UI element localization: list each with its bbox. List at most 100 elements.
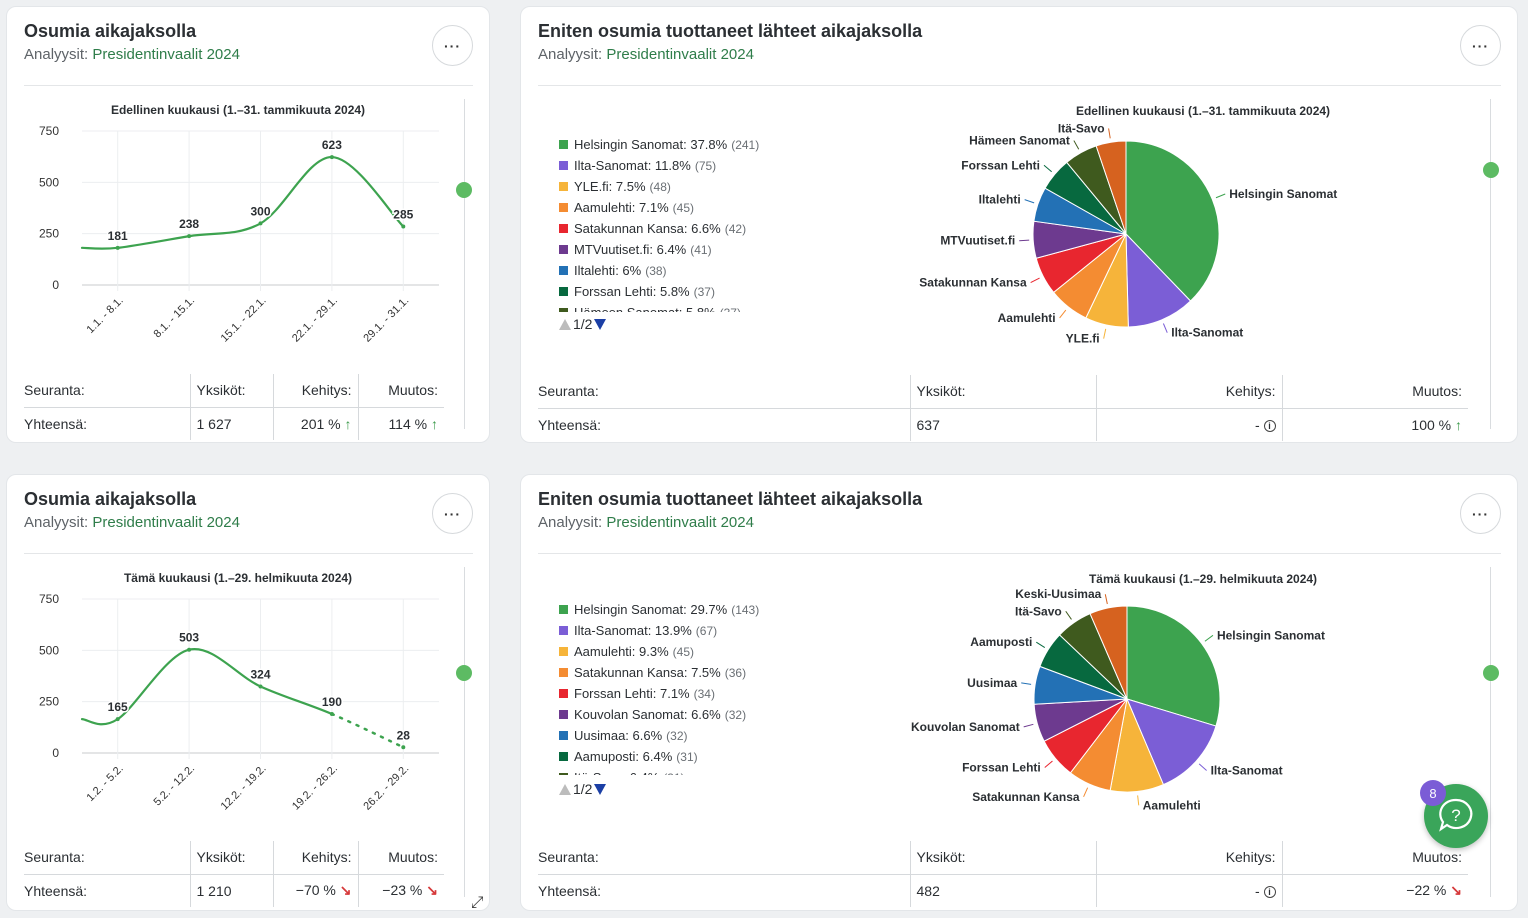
legend-count: (67) — [695, 623, 718, 638]
page-down-icon[interactable] — [594, 318, 607, 330]
legend-item[interactable]: Uusimaa: 6.6% (32) — [559, 725, 809, 746]
legend-item[interactable]: Helsingin Sanomat: 29.7% (143) — [559, 599, 809, 620]
series-line — [116, 648, 191, 721]
col-development: Kehitys: — [272, 374, 358, 408]
legend-label: Ilta-Sanomat: 13.9% — [574, 623, 692, 638]
x-tick-label: 26.2. - 29.2. — [361, 763, 411, 813]
legend-item[interactable]: Satakunnan Kansa: 6.6% (42) — [559, 218, 809, 239]
legend-count: (45) — [672, 200, 695, 215]
slice-label: Kouvolan Sanomat — [911, 720, 1020, 734]
legend-item[interactable]: Ilta-Sanomat: 11.8% (75) — [559, 155, 809, 176]
slice-label: MTVuutiset.fi — [940, 234, 1015, 248]
data-label: 190 — [322, 695, 342, 709]
card-subtitle: Analyysit: Presidentinvaalit 2024 — [538, 514, 754, 531]
legend-item[interactable]: YLE.fi: 7.5% (48) — [559, 176, 809, 197]
pager-label: 1/2 — [573, 316, 593, 332]
col-tracking: Seuranta: — [24, 374, 190, 408]
legend-item[interactable]: Satakunnan Kansa: 7.5% (36) — [559, 662, 809, 683]
legend-swatch — [559, 668, 568, 677]
legend-label: Kouvolan Sanomat: 6.6% — [574, 707, 721, 722]
label-connector — [1198, 763, 1207, 771]
slice-label: Aamulehti — [998, 311, 1056, 325]
card-hits-current: Osumia aikajaksolla Analyysit: President… — [6, 474, 490, 911]
legend-swatch — [559, 605, 568, 614]
legend-item[interactable]: MTVuutiset.fi: 6.4% (41) — [559, 239, 809, 260]
scroll-handle[interactable] — [456, 182, 472, 198]
analysis-link[interactable]: Presidentinvaalit 2024 — [606, 46, 754, 63]
legend-count: (241) — [731, 137, 760, 152]
legend-item[interactable]: Ilta-Sanomat: 13.9% (67) — [559, 620, 809, 641]
legend-item[interactable]: Kouvolan Sanomat: 6.6% (32) — [559, 704, 809, 725]
data-label: 503 — [179, 631, 199, 645]
slice-label: YLE.fi — [1066, 332, 1100, 346]
legend-count: (32) — [666, 728, 688, 743]
legend-item[interactable]: Hämeen Sanomat: 5.8% (37) — [559, 302, 809, 312]
total-development: - i — [1095, 408, 1282, 441]
page-up-icon[interactable] — [559, 318, 571, 330]
slice-label: Forssan Lehti — [962, 760, 1041, 774]
legend-count: (31) — [676, 749, 698, 764]
legend-item[interactable]: Aamulehti: 7.1% (45) — [559, 197, 809, 218]
page-down-icon[interactable] — [594, 783, 607, 795]
series-line — [80, 718, 119, 726]
col-development: Kehitys: — [272, 841, 358, 875]
data-point — [187, 647, 192, 652]
legend-swatch — [559, 308, 568, 312]
scroll-track — [464, 567, 465, 897]
series-line — [259, 155, 333, 225]
legend-item[interactable]: Aamuposti: 6.4% (31) — [559, 746, 809, 767]
pie-slice — [1125, 232, 1192, 328]
card-menu-button[interactable]: ··· — [432, 493, 473, 534]
legend-item[interactable]: Iltalehti: 6% (38) — [559, 260, 809, 281]
legend-item[interactable]: Helsingin Sanomat: 37.8% (241) — [559, 134, 809, 155]
data-label: 285 — [393, 207, 413, 221]
card-menu-button[interactable]: ··· — [432, 25, 473, 66]
data-point — [329, 711, 334, 716]
slice-label: Iltalehti — [979, 193, 1021, 207]
legend-item[interactable]: Itä-Savo: 6.4% (31) — [559, 767, 809, 775]
label-connector — [1043, 164, 1052, 173]
legend-count: (32) — [724, 707, 747, 722]
scroll-track — [1490, 99, 1491, 429]
page-up-icon[interactable] — [559, 783, 571, 795]
help-chat-button[interactable]: ? — [1424, 784, 1488, 848]
analysis-link[interactable]: Presidentinvaalit 2024 — [606, 514, 754, 531]
card-menu-button[interactable]: ··· — [1460, 25, 1501, 66]
label-connector — [1083, 787, 1089, 797]
series-line — [259, 685, 333, 716]
development-value: - — [1254, 416, 1260, 433]
x-tick-label: 19.2. - 26.2. — [290, 763, 340, 813]
total-change: −22 % ↘ — [1281, 874, 1468, 907]
legend-item[interactable]: Forssan Lehti: 7.1% (34) — [559, 683, 809, 704]
resize-handle-icon[interactable]: ⤡ — [468, 895, 486, 909]
legend-swatch — [559, 182, 568, 191]
col-tracking: Seuranta: — [24, 841, 190, 875]
legend-swatch — [559, 266, 568, 275]
data-point — [401, 745, 406, 750]
legend-item[interactable]: Forssan Lehti: 5.8% (37) — [559, 281, 809, 302]
y-tick-label: 250 — [39, 227, 59, 241]
slice-label: Helsingin Sanomat — [1217, 628, 1325, 642]
info-icon[interactable]: i — [1263, 420, 1276, 433]
series-line — [188, 648, 262, 688]
legend-pager: 1/2 — [559, 316, 607, 332]
scroll-handle[interactable] — [456, 665, 472, 681]
legend-label: Uusimaa: 6.6% — [574, 728, 663, 743]
legend-count: (48) — [649, 179, 671, 194]
slice-label: Keski-Uusimaa — [1015, 587, 1101, 601]
info-icon[interactable]: i — [1263, 886, 1276, 899]
analysis-link[interactable]: Presidentinvaalit 2024 — [92, 514, 240, 531]
legend-swatch — [559, 161, 568, 170]
scroll-handle[interactable] — [1483, 162, 1499, 178]
data-point — [258, 221, 263, 226]
card-menu-button[interactable]: ··· — [1460, 493, 1501, 534]
legend-pager: 1/2 — [559, 781, 607, 797]
chart-title: Edellinen kuukausi (1.–31. tammikuuta 20… — [1076, 104, 1330, 118]
scroll-handle[interactable] — [1483, 665, 1499, 681]
chart-title: Tämä kuukausi (1.–29. helmikuuta 2024) — [124, 571, 352, 585]
analysis-link[interactable]: Presidentinvaalit 2024 — [92, 46, 240, 63]
slice-label: Ilta-Sanomat — [1211, 764, 1283, 778]
legend-item[interactable]: Aamulehti: 9.3% (45) — [559, 641, 809, 662]
stats-table: Seuranta: Yksiköt: Kehitys: Muutos: Yhte… — [24, 841, 444, 907]
slice-label: Itä-Savo — [1058, 121, 1105, 135]
